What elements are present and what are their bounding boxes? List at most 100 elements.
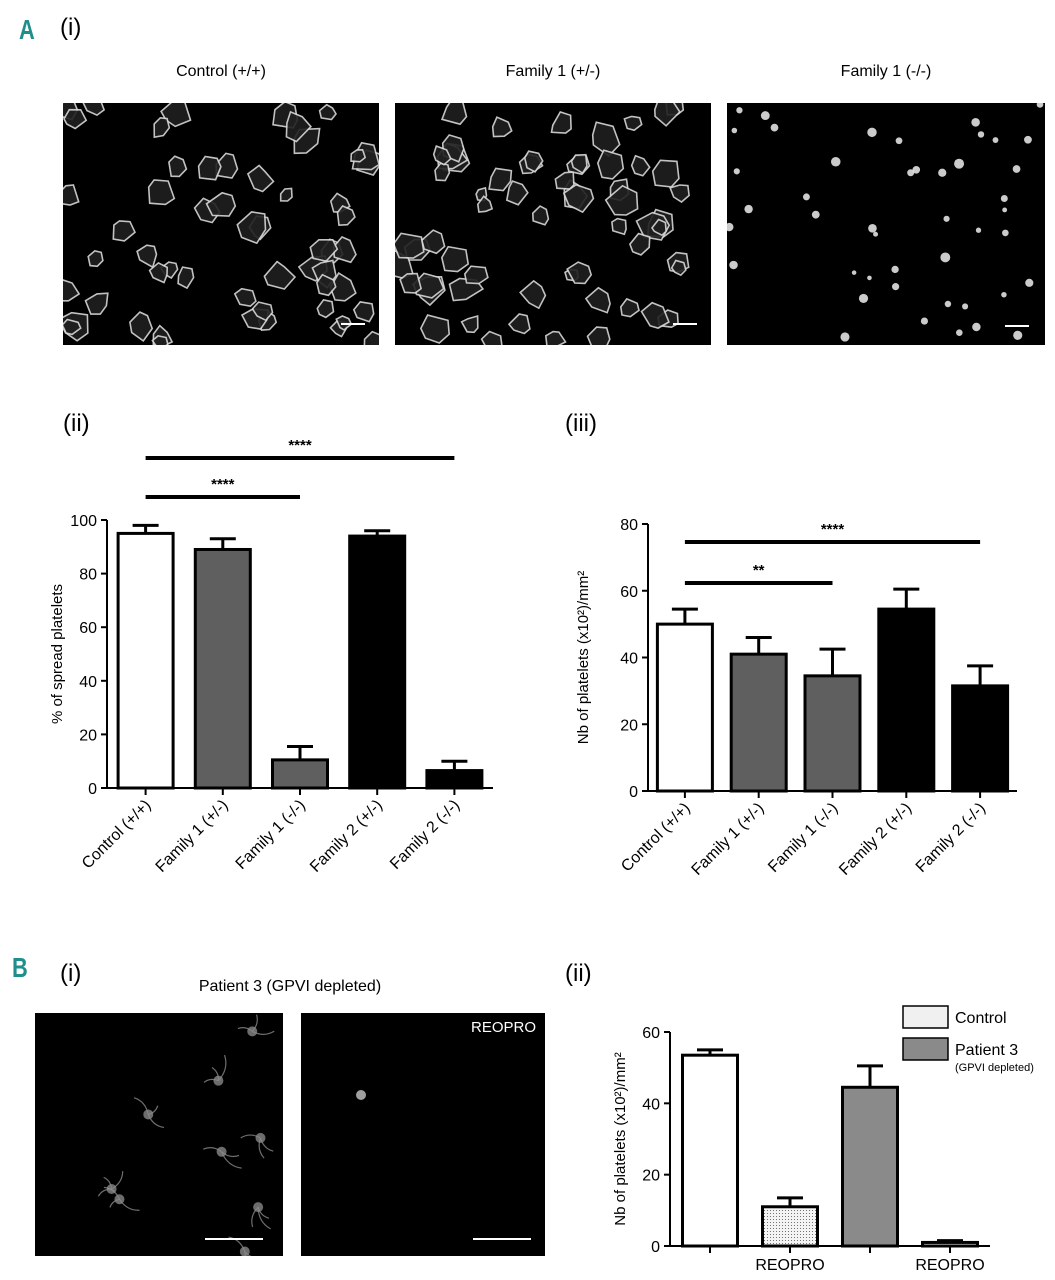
significance-label: **** [821, 521, 845, 538]
platelet [335, 315, 353, 331]
platelet [263, 260, 297, 290]
filopodium [228, 1236, 246, 1252]
platelet [480, 330, 503, 345]
platelet [977, 131, 985, 138]
platelet [628, 232, 651, 256]
platelet [770, 123, 779, 132]
platelet [63, 279, 81, 302]
platelet [363, 330, 379, 345]
platelet [544, 330, 567, 345]
bar [841, 1085, 899, 1248]
scale-bar [673, 323, 697, 325]
filopodium [203, 1078, 219, 1083]
platelet [87, 250, 104, 268]
sublabel-a-i: (i) [60, 14, 82, 41]
bar [761, 1205, 819, 1248]
platelet [940, 252, 951, 263]
platelet [858, 293, 869, 304]
platelet [148, 261, 169, 284]
y-tick-label: 0 [651, 1239, 660, 1256]
legend-label: Patient 3 [955, 1042, 1018, 1059]
platelet [523, 150, 544, 173]
platelet [491, 116, 513, 138]
platelet [419, 314, 451, 344]
platelet [566, 261, 593, 285]
platelet [432, 145, 452, 166]
platelet [830, 156, 841, 167]
platelet [246, 164, 275, 193]
y-tick-label: 0 [629, 784, 638, 801]
platelet [129, 311, 154, 343]
platelet [584, 286, 611, 314]
sublabel-b-i: (i) [60, 960, 82, 987]
platelet [954, 158, 965, 169]
platelet [550, 111, 572, 134]
platelet [1012, 165, 1021, 173]
x-tick-label: Family 1 (-/-) [765, 800, 841, 876]
platelet [868, 223, 877, 233]
bar [921, 1240, 979, 1248]
platelet [944, 300, 952, 308]
filopodium [251, 1030, 275, 1035]
bar [729, 652, 788, 793]
y-tick-label: 60 [79, 620, 97, 637]
platelet [811, 210, 820, 219]
platelet [63, 184, 80, 206]
y-tick-label: 40 [79, 674, 97, 691]
platelet [920, 317, 928, 325]
x-tick-label: Family 2 (+/-) [307, 797, 386, 876]
platelet [851, 270, 857, 275]
platelet [147, 179, 176, 206]
platelet [651, 159, 680, 188]
filopodium [259, 1137, 274, 1152]
legend-sublabel: (GPVI depleted) [955, 1062, 1034, 1074]
platelet [727, 222, 734, 232]
y-tick-label: 40 [642, 1096, 660, 1113]
micrograph-title-family1-hom: Family 1 (-/-) [840, 63, 932, 80]
bar [681, 1053, 739, 1248]
platelet [255, 1132, 266, 1143]
sublabel-a-iii: (iii) [565, 410, 597, 437]
platelet [151, 335, 169, 345]
platelet [488, 167, 513, 192]
filopodium [251, 1014, 258, 1032]
platelet [1024, 135, 1032, 144]
platelet [440, 245, 470, 273]
filopodium [221, 1151, 240, 1158]
platelet [733, 168, 740, 175]
y-tick-label: 20 [642, 1168, 660, 1185]
platelet [1036, 103, 1044, 108]
platelet [318, 103, 337, 121]
filopodium [203, 1147, 222, 1153]
platelet [315, 273, 337, 297]
sublabel-b-ii: (ii) [565, 960, 592, 987]
platelet [554, 171, 575, 190]
platelet [153, 116, 171, 139]
micrograph-patient3 [35, 1013, 283, 1256]
platelet [729, 260, 738, 270]
platelet [651, 218, 667, 237]
platelet [938, 168, 947, 177]
scale-bar [1005, 325, 1029, 327]
significance-label: ** [753, 562, 765, 579]
platelet [604, 184, 639, 216]
platelet [160, 103, 192, 128]
platelet [460, 314, 479, 334]
bar [655, 622, 714, 793]
platelet [399, 272, 423, 294]
filopodium [211, 1066, 219, 1081]
chart-spread-platelets: 0 20 40 60 80 100 % of spread platelets Control… [49, 437, 493, 876]
platelet [586, 326, 611, 345]
filopodium [237, 1027, 253, 1032]
platelet [197, 155, 222, 181]
platelet [867, 275, 872, 281]
platelet [395, 232, 425, 259]
x-tick-label: REOPRO [755, 1257, 824, 1274]
platelet [802, 193, 810, 201]
micrograph-family1-hom [727, 103, 1045, 345]
filopodium [103, 1176, 113, 1190]
platelet [570, 153, 588, 175]
platelet [205, 191, 237, 217]
x-tick-label: Family 1 (-/-) [233, 797, 309, 873]
micrograph-title-family1-het: Family 1 (+/-) [505, 63, 601, 80]
